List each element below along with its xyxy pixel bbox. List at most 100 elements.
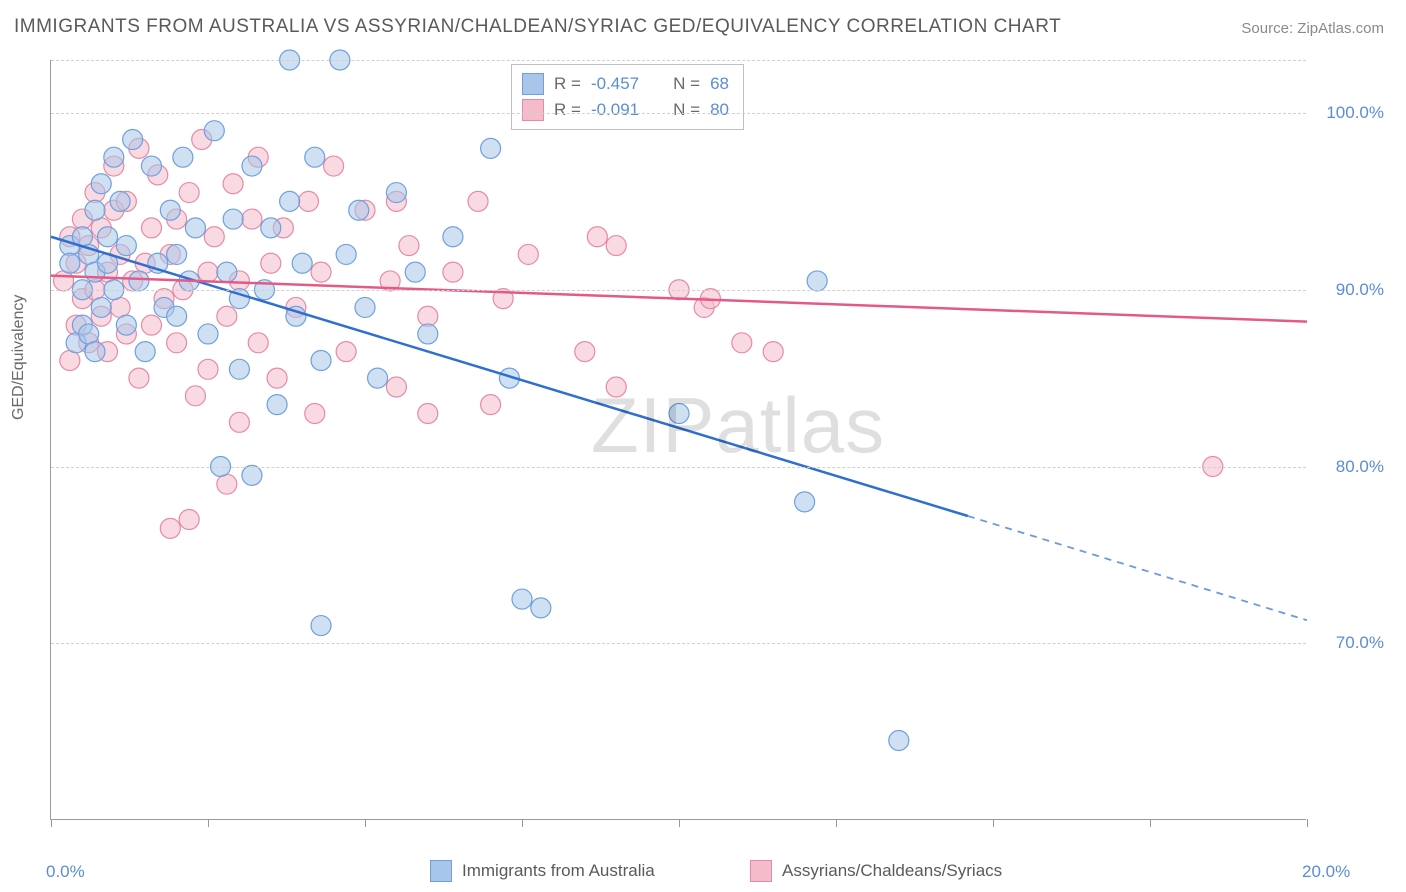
source-label: Source: [1241,20,1297,37]
data-point-assyrian [267,368,287,388]
chart-title: IMMIGRANTS FROM AUSTRALIA VS ASSYRIAN/CH… [14,16,1061,38]
data-point-australia [481,138,501,158]
data-point-australia [173,147,193,167]
stat-r-value: -0.091 [591,97,639,123]
data-point-assyrian [587,227,607,247]
data-point-australia [512,589,532,609]
data-point-assyrian [606,236,626,256]
gridline [51,60,1306,61]
y-tick-label: 70.0% [1336,633,1384,653]
data-point-assyrian [129,368,149,388]
data-point-australia [889,730,909,750]
data-point-australia [85,342,105,362]
plot-area: ZIPatlas R = -0.457N = 68R = -0.091N = 8… [50,60,1306,820]
data-point-australia [368,368,388,388]
data-point-assyrian [54,271,74,291]
data-point-assyrian [167,333,187,353]
data-point-australia [311,350,331,370]
stat-n-value: 80 [710,97,729,123]
gridline [51,113,1306,114]
data-point-assyrian [468,191,488,211]
legend-bottom-australia: Immigrants from Australia [430,860,655,882]
data-point-australia [669,403,689,423]
stat-n-label: N = [673,97,700,123]
data-point-assyrian [732,333,752,353]
data-point-assyrian [60,350,80,370]
data-point-australia [160,200,180,220]
data-point-australia [123,130,143,150]
data-point-assyrian [298,191,318,211]
gridline [51,467,1306,468]
gridline [51,643,1306,644]
data-point-assyrian [141,315,161,335]
data-point-assyrian [324,156,344,176]
data-point-australia [229,359,249,379]
data-point-assyrian [418,306,438,326]
data-point-australia [198,324,218,344]
data-point-australia [141,156,161,176]
data-point-assyrian [261,253,281,273]
data-point-australia [60,253,80,273]
data-point-australia [104,147,124,167]
data-point-australia [355,297,375,317]
legend-label: Assyrians/Chaldeans/Syriacs [782,861,1002,881]
data-point-australia [116,315,136,335]
data-point-australia [110,191,130,211]
data-point-assyrian [305,403,325,423]
data-point-assyrian [198,359,218,379]
legend-swatch [522,99,544,121]
data-point-assyrian [575,342,595,362]
data-point-australia [292,253,312,273]
stat-r-value: -0.457 [591,71,639,97]
x-tick [1150,819,1151,827]
data-point-assyrian [110,297,130,317]
y-tick-label: 80.0% [1336,457,1384,477]
stat-r-label: R = [554,71,581,97]
y-tick-label: 90.0% [1336,280,1384,300]
y-tick-label: 100.0% [1326,103,1384,123]
data-point-australia [167,306,187,326]
data-point-australia [443,227,463,247]
data-point-assyrian [242,209,262,229]
stat-n-value: 68 [710,71,729,97]
data-point-australia [267,395,287,415]
data-point-australia [204,121,224,141]
data-point-assyrian [185,386,205,406]
legend-bottom-assyrian: Assyrians/Chaldeans/Syriacs [750,860,1002,882]
legend-swatch [430,860,452,882]
trend-line-australia [51,237,968,516]
source-attribution: Source: ZipAtlas.com [1241,20,1384,37]
x-tick [208,819,209,827]
data-point-australia [85,200,105,220]
y-axis-label: GED/Equivalency [10,295,28,420]
data-point-australia [167,244,187,264]
data-point-australia [531,598,551,618]
data-point-australia [336,244,356,264]
legend-swatch [522,73,544,95]
data-point-australia [91,174,111,194]
data-point-assyrian [217,306,237,326]
x-tick-label: 20.0% [1302,862,1350,882]
data-point-australia [217,262,237,282]
data-point-assyrian [311,262,331,282]
data-point-australia [807,271,827,291]
data-point-australia [405,262,425,282]
data-point-assyrian [160,518,180,538]
data-point-australia [223,209,243,229]
data-point-assyrian [481,395,501,415]
data-point-australia [91,297,111,317]
data-point-australia [305,147,325,167]
x-tick [1307,819,1308,827]
data-point-australia [116,236,136,256]
data-point-australia [135,342,155,362]
scatter-plot-svg [51,60,1306,819]
data-point-australia [311,616,331,636]
data-point-assyrian [179,183,199,203]
legend-label: Immigrants from Australia [462,861,655,881]
source-value: ZipAtlas.com [1297,20,1384,37]
data-point-australia [129,271,149,291]
data-point-australia [349,200,369,220]
data-point-assyrian [606,377,626,397]
x-tick [679,819,680,827]
correlation-legend: R = -0.457N = 68R = -0.091N = 80 [511,64,744,130]
